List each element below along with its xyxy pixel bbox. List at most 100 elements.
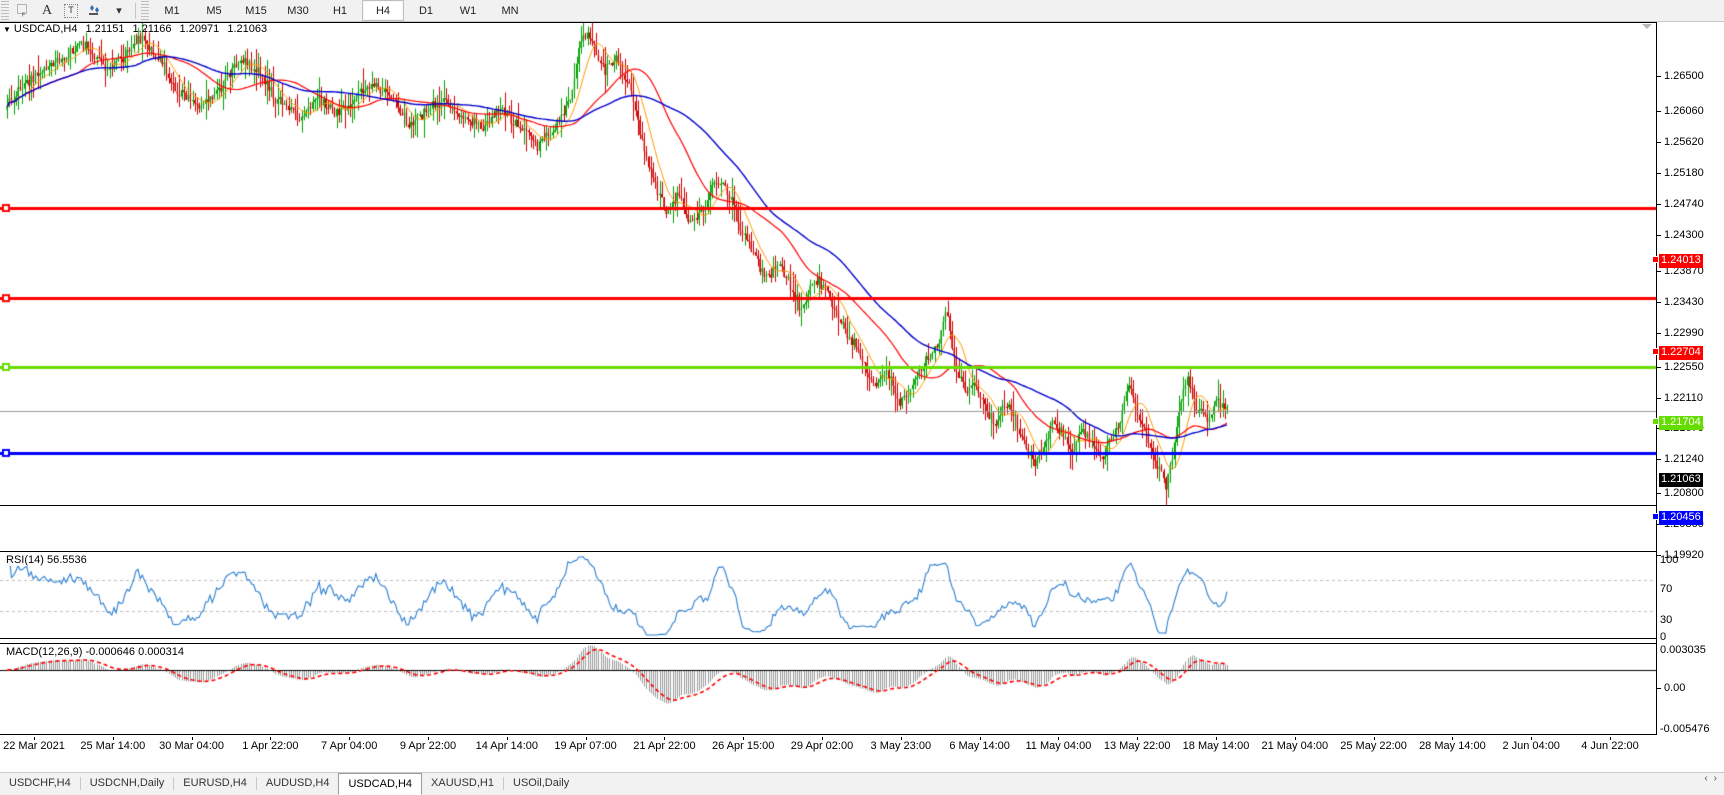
time-axis-label: 25 May 22:00 — [1340, 740, 1407, 752]
axis-tick-label: 1.23870 — [1664, 265, 1704, 278]
toolbar-separator-1 — [135, 2, 136, 19]
timeframe-m30[interactable]: M30 — [287, 4, 309, 17]
macd-chart-canvas[interactable] — [0, 644, 1656, 734]
time-axis-tick — [1137, 737, 1139, 740]
axis-tick-mark — [1657, 234, 1661, 236]
tab-usdcnh-daily[interactable]: USDCNH,Daily — [89, 777, 165, 789]
axis-tick-mark — [1657, 458, 1661, 460]
time-axis-tick — [1373, 737, 1375, 740]
price-axis-tick: 1.25620 — [1657, 136, 1724, 148]
time-axis-label: 18 May 14:00 — [1182, 740, 1250, 752]
time-axis-label: 7 Apr 04:00 — [321, 740, 378, 752]
timeframe-d1[interactable]: D1 — [418, 4, 434, 17]
tab-usoil-daily[interactable]: USOil,Daily — [513, 777, 570, 789]
axis-tick-label: 1.22110 — [1664, 392, 1703, 405]
indicators-glyph — [88, 5, 99, 15]
macd-axis-tick-label: -0.005476 — [1660, 723, 1710, 736]
price-tag-current[interactable]: 1.21063 — [1659, 473, 1703, 487]
timeframe-w1[interactable]: W1 — [459, 4, 477, 17]
price-axis-tick: 1.22110 — [1657, 392, 1724, 404]
toolbar-drag-handle[interactable] — [1, 1, 9, 20]
time-axis-label: 26 Apr 15:00 — [711, 740, 775, 752]
chart-scroll-marker[interactable] — [1642, 24, 1652, 29]
chart-collapse-icon[interactable]: ▼ — [3, 24, 11, 34]
timeframe-mn[interactable]: MN — [501, 4, 519, 17]
price-axis-tick: 1.25180 — [1657, 167, 1724, 179]
tab-nav-next-icon[interactable]: › — [1713, 773, 1717, 784]
tab-eurusd-h4[interactable]: EURUSD,H4 — [183, 777, 247, 789]
time-axis-tick — [664, 737, 666, 740]
time-axis-tick — [428, 737, 429, 740]
macd-axis-tick: 0.00 — [1657, 682, 1724, 694]
timeframe-h4[interactable]: H4 — [362, 0, 404, 21]
time-axis-tick — [979, 737, 981, 740]
rsi-chart-canvas[interactable] — [0, 552, 1656, 638]
level-tag-green[interactable]: 1.21704 — [1659, 416, 1703, 430]
axis-tick-label: 1.25620 — [1664, 136, 1704, 149]
ohlc-low: 1.20971 — [179, 23, 220, 35]
tab-audusd-h4[interactable]: AUDUSD,H4 — [265, 777, 330, 789]
time-axis-label: 22 Mar 2021 — [3, 740, 65, 752]
timeframe-m5[interactable]: M5 — [206, 4, 222, 17]
chevron-down-icon[interactable]: ▾ — [116, 5, 122, 17]
tab-nav-prev-icon[interactable]: ‹ — [1704, 773, 1708, 784]
timeframe-m1[interactable]: M1 — [164, 4, 180, 17]
time-axis-label: 4 Jun 22:00 — [1581, 740, 1639, 752]
macd-pane[interactable]: MACD(12,26,9) -0.000646 0.000314 — [0, 643, 1656, 735]
level-tag-resistance-1[interactable]: 1.24013 — [1659, 254, 1703, 268]
crosshair-cursor-icon[interactable]: F — [11, 1, 35, 20]
level-tag-support[interactable]: 1.20456 — [1659, 511, 1703, 525]
rsi-pane[interactable]: RSI(14) 56.5536 — [0, 551, 1656, 639]
price-axis-tick: 1.22550 — [1657, 361, 1724, 373]
time-axis-label: 11 May 04:00 — [1025, 740, 1092, 752]
time-axis-tick — [270, 737, 272, 740]
text-label-icon[interactable]: A — [41, 2, 53, 18]
axis-tick-mark — [1657, 554, 1661, 556]
level-tag-resistance-2-handle[interactable] — [1652, 348, 1659, 355]
indicators-icon[interactable] — [83, 1, 107, 20]
level-tag-support-handle[interactable] — [1652, 513, 1659, 520]
price-axis[interactable]: 1.26500 1.26060 1.25620 1.25180 1.24740 1.243… — [1652, 22, 1724, 736]
tab-usdcad-h4[interactable]: USDCAD,H4 — [338, 773, 423, 795]
price-chart-canvas[interactable] — [0, 23, 1656, 505]
rsi-axis-tick-label: 0 — [1660, 631, 1667, 644]
time-axis-label: 19 Apr 07:00 — [554, 740, 617, 752]
price-axis-tick: 1.26060 — [1657, 105, 1724, 117]
level-tag-green-handle[interactable] — [1652, 418, 1659, 425]
price-pane[interactable] — [0, 22, 1656, 506]
rsi-pane-label: RSI(14) 56.5536 — [4, 554, 89, 566]
rsi-axis-tick-label: 100 — [1660, 554, 1679, 567]
axis-tick-mark — [1657, 492, 1661, 494]
tab-xauusd-h1[interactable]: XAUUSD,H1 — [431, 777, 494, 789]
level-tag-resistance-1-handle[interactable] — [1652, 256, 1659, 263]
tab-usdchf-h4[interactable]: USDCHF,H4 — [9, 777, 71, 789]
time-axis-label: 29 Apr 02:00 — [790, 740, 854, 752]
time-axis-label: 25 Mar 14:00 — [80, 740, 146, 752]
timeframe-drag-handle[interactable] — [141, 1, 149, 20]
price-axis-tick: 1.22990 — [1657, 327, 1724, 339]
rsi-axis-tick: 0 — [1657, 631, 1724, 643]
time-axis-tick — [585, 737, 587, 740]
text-object-glyph: T — [64, 3, 78, 18]
chart-header: ▼ USDCAD,H4 1.21151 1.21166 1.20971 1.21… — [0, 22, 272, 36]
time-axis-tick — [1452, 737, 1454, 740]
axis-tick-label: 1.24740 — [1664, 198, 1704, 211]
level-tag-resistance-2[interactable]: 1.22704 — [1659, 346, 1703, 360]
chart-ohlc: 1.21151 1.21166 1.20971 1.21063 — [86, 23, 273, 35]
macd-axis-tick-label: 0.00 — [1664, 682, 1686, 695]
price-axis-tick: 1.20800 — [1657, 487, 1724, 499]
macd-pane-label: MACD(12,26,9) -0.000646 0.000314 — [4, 646, 186, 658]
time-axis-label: 2 Jun 04:00 — [1502, 740, 1560, 752]
text-object-icon[interactable]: T — [59, 1, 83, 20]
timeframe-h1[interactable]: H1 — [332, 4, 348, 17]
time-axis[interactable]: 22 Mar 2021 25 Mar 14:00 30 Mar 04:00 1 Apr… — [0, 736, 1656, 755]
ohlc-close: 1.21063 — [227, 23, 268, 35]
timeframe-m15[interactable]: M15 — [245, 4, 267, 17]
time-axis-tick — [1216, 737, 1217, 740]
time-axis-label: 21 May 04:00 — [1261, 740, 1329, 752]
rsi-axis-tick: 30 — [1657, 614, 1724, 626]
tab-divider — [503, 777, 504, 790]
price-axis-tick: 1.19920 — [1657, 549, 1724, 561]
time-axis-tick — [506, 737, 508, 740]
